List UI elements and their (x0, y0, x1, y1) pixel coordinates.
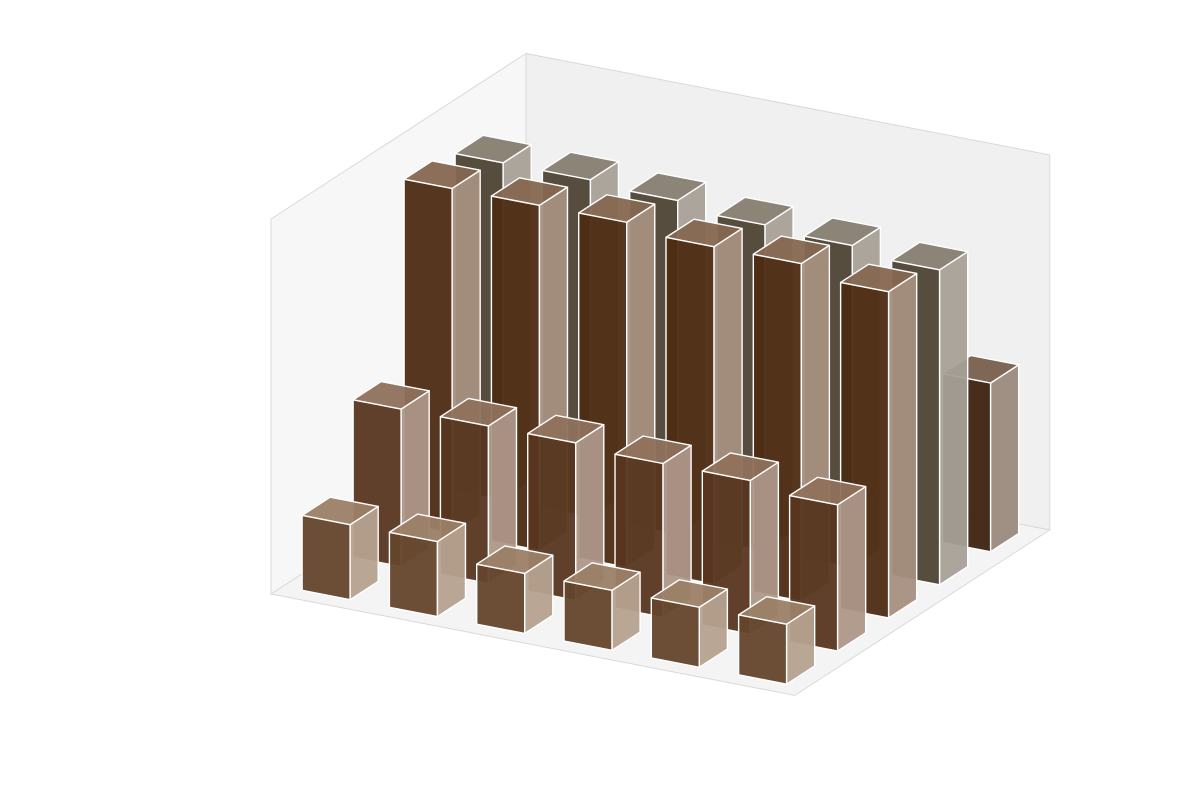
bar (563, 562, 641, 652)
bar-top-face (788, 476, 867, 506)
bar (650, 579, 729, 668)
bar-front-face (563, 580, 613, 652)
bar (476, 545, 554, 635)
bar (301, 496, 379, 601)
bar-top-face (614, 435, 692, 465)
bar-front-face (476, 563, 526, 635)
bar-top-face (527, 414, 605, 444)
bar-top-face (629, 172, 707, 202)
bar-top-face (752, 235, 831, 265)
bar-top-face (665, 218, 743, 248)
bar (737, 595, 816, 685)
bars (301, 134, 1020, 685)
bar-top-face (476, 545, 554, 575)
bar-front-face (737, 614, 788, 685)
bar-front-face (301, 514, 351, 601)
bar-front-face (388, 531, 439, 618)
bar-top-face (839, 263, 918, 293)
bar (388, 513, 467, 618)
bar-top-face (403, 160, 481, 190)
bar-top-face (388, 513, 467, 543)
bar-top-face (490, 177, 569, 207)
bar-top-face (439, 397, 518, 427)
bar-top-face (454, 134, 532, 164)
bar-top-face (578, 194, 656, 223)
bar-front-face (650, 597, 701, 668)
bar-top-face (737, 595, 816, 625)
bar-side-face (938, 250, 969, 586)
bar-top-face (701, 452, 780, 482)
bar (839, 263, 918, 619)
bar-side-face (887, 272, 918, 619)
bar-top-face (301, 496, 379, 526)
bar-top-face (716, 196, 794, 226)
bar-top-face (563, 562, 641, 592)
bar-top-face (352, 380, 430, 410)
bar-side-face (989, 364, 1020, 553)
bar-top-face (541, 151, 620, 181)
bar-side-face (836, 485, 867, 652)
bar-top-face (650, 579, 729, 608)
bar-top-face (803, 217, 882, 247)
bar-top-face (890, 241, 969, 271)
